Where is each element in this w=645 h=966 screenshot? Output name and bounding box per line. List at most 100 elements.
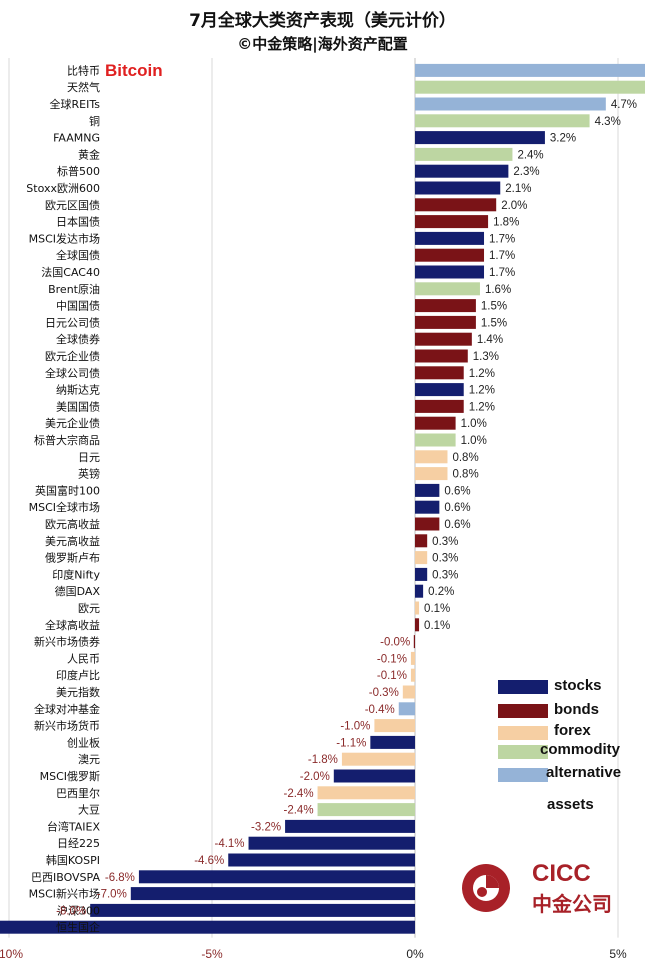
bars (0, 63, 645, 934)
category-label: 全球高收益 (45, 618, 100, 632)
category-label: 印度卢比 (56, 668, 100, 682)
value-label: -2.4% (284, 788, 314, 800)
value-label: -8.0% (56, 905, 86, 917)
category-label: 澳元 (78, 753, 100, 766)
bar (415, 198, 497, 212)
value-label: -0.1% (377, 653, 407, 665)
category-label: 日经225 (57, 837, 100, 850)
category-label: 美元高收益 (45, 534, 100, 548)
value-label: -7.0% (97, 889, 127, 901)
bar (333, 769, 415, 783)
category-label: 法国CAC40 (41, 265, 100, 279)
value-labels: 12%7.2%4.7%4.3%3.2%2.4%2.3%2.1%2.0%1.8%1… (56, 99, 637, 917)
value-label: 1.7% (489, 267, 515, 279)
legend-label-forex: forex (554, 722, 591, 739)
value-label: 2.4% (517, 149, 543, 161)
category-label: 纳斯达克 (56, 384, 100, 397)
category-label: 全球国债 (56, 248, 100, 262)
bar (415, 147, 513, 161)
legend-swatch-forex (498, 726, 548, 740)
bar (317, 803, 415, 817)
bar (415, 299, 476, 313)
bar (415, 366, 464, 380)
category-label: 日元公司债 (45, 315, 100, 329)
legend-label-commodity: commodity (540, 741, 621, 758)
x-tick-labels: -15%-10%-5%0%5%10% (0, 947, 627, 961)
category-label: 巴西里尔 (56, 787, 100, 800)
category-label: 人民币 (67, 652, 100, 665)
bar (138, 870, 416, 884)
bar (415, 383, 464, 397)
bar (415, 349, 468, 363)
legend-label-assets: assets (547, 796, 594, 813)
bar (415, 80, 645, 94)
bar (415, 500, 440, 514)
value-label: 0.6% (444, 485, 470, 497)
value-label: 1.8% (493, 217, 519, 229)
value-label: 0.2% (428, 586, 454, 598)
category-label: 德国DAX (55, 584, 101, 598)
x-tick-label: 5% (609, 947, 627, 961)
bar (370, 735, 415, 749)
category-label: 全球债券 (56, 332, 100, 346)
value-label: 0.1% (424, 603, 450, 615)
bar (0, 920, 415, 934)
bar (415, 265, 485, 279)
x-tick-label: 0% (406, 947, 424, 961)
bar (415, 450, 448, 464)
value-label: -2.4% (284, 805, 314, 817)
category-label: 新兴市场货币 (34, 719, 100, 733)
bar (415, 315, 476, 329)
bar (415, 433, 456, 447)
bar (415, 534, 428, 548)
value-label: 2.3% (513, 166, 539, 178)
value-label: -0.1% (377, 670, 407, 682)
value-label: 0.3% (432, 536, 458, 548)
bar (410, 651, 415, 665)
value-label: 4.7% (611, 99, 637, 111)
chart-subtitle: ©中金策略|海外资产配置 (237, 35, 408, 53)
bar (410, 668, 415, 682)
legend-swatch-alternative (498, 768, 548, 782)
category-label: 黄金 (78, 147, 100, 161)
bar (341, 752, 415, 766)
bar (374, 719, 415, 733)
category-label: 巴西IBOVSPA (31, 871, 100, 884)
bar (248, 836, 415, 850)
bar (415, 618, 420, 632)
legend-label-alternative: alternative (546, 764, 622, 781)
category-label: MSCI发达市场 (29, 231, 100, 245)
category-label: 全球REITs (50, 97, 101, 111)
bar (415, 399, 464, 413)
category-label: 比特币 (67, 63, 100, 77)
value-label: -3.2% (251, 821, 281, 833)
category-label: 铜 (89, 114, 100, 128)
value-label: 0.1% (424, 620, 450, 632)
value-label: 0.8% (452, 469, 478, 481)
category-label: 天然气 (67, 80, 100, 94)
value-label: -4.6% (194, 855, 224, 867)
cicc-logo: CICC 中金公司 (460, 860, 630, 920)
legend-label-bonds: bonds (554, 701, 599, 718)
bar (415, 114, 590, 128)
category-label: 俄罗斯卢布 (45, 552, 100, 565)
category-label: 台湾TAIEX (47, 819, 101, 833)
category-label: Brent原油 (48, 282, 100, 296)
category-label: 欧元 (78, 602, 100, 615)
category-label: 全球对冲基金 (34, 702, 100, 716)
bar (415, 164, 509, 178)
bar (413, 635, 415, 649)
value-label: 0.3% (432, 553, 458, 565)
category-label: 日本国债 (56, 215, 100, 229)
chart-title: 7月全球大类资产表现（美元计价） (189, 11, 456, 31)
bar (415, 215, 489, 229)
legend-swatch-stocks (498, 680, 548, 694)
value-label: 2.1% (505, 183, 531, 195)
bar (402, 685, 415, 699)
value-label: -1.1% (336, 737, 366, 749)
value-label: 1.7% (489, 250, 515, 262)
bar (415, 483, 440, 497)
value-label: -0.3% (369, 687, 399, 699)
value-label: 1.5% (481, 317, 507, 329)
category-label: 全球公司债 (45, 366, 100, 380)
